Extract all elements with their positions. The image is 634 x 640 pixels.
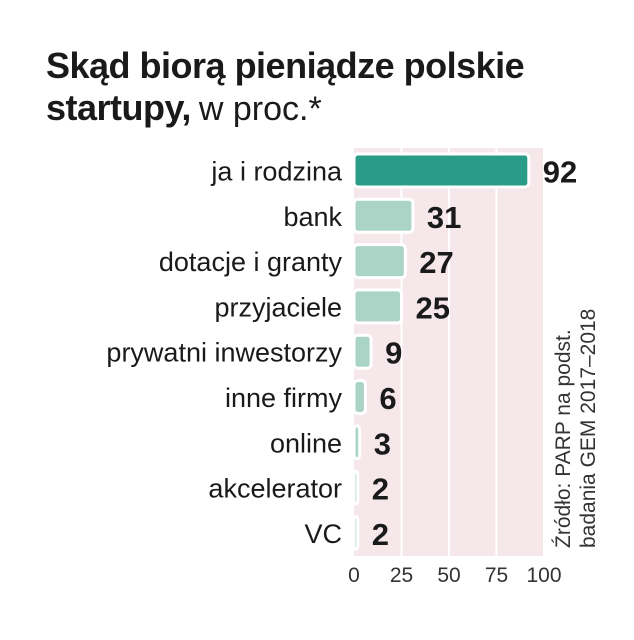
x-tick-label-75: 75 <box>485 564 508 587</box>
value-label-6: 6 <box>379 381 396 416</box>
bar-8 <box>352 469 360 506</box>
bar-3 <box>352 243 407 280</box>
category-label-1: ja i rodzina <box>210 157 343 187</box>
chart-title-startupy: startupy, <box>46 87 191 128</box>
category-label-7: online <box>270 428 342 458</box>
category-label-6: inne firmy <box>225 383 343 413</box>
value-label-5: 9 <box>385 336 402 371</box>
bar-7 <box>352 424 362 461</box>
value-label-1: 92 <box>543 155 577 190</box>
chart-subtitle: w proc.* <box>198 90 322 128</box>
source-note-line-1: Źródło: PARP na podst. <box>552 329 575 548</box>
category-label-4: przyjaciele <box>214 292 342 322</box>
x-tick-label-25: 25 <box>390 564 413 587</box>
source-note-line-2: badania GEM 2017–2018 <box>577 309 600 548</box>
bar-2 <box>352 197 415 234</box>
category-labels: ja i rodzina bank dotacje i granty przyjaci… <box>106 157 343 549</box>
category-label-9: VC <box>304 519 342 549</box>
value-labels: 92 31 27 25 9 6 3 2 2 <box>372 155 577 552</box>
category-label-2: bank <box>283 202 342 232</box>
bar-9 <box>352 514 360 551</box>
x-tick-label-0: 0 <box>348 564 360 587</box>
value-label-9: 2 <box>372 517 389 552</box>
bar-1 <box>352 152 531 189</box>
value-label-2: 31 <box>427 200 461 235</box>
bar-4 <box>352 288 403 325</box>
value-label-4: 25 <box>416 290 450 325</box>
chart-title-line-2: startupy, w proc.* <box>46 87 322 128</box>
category-label-8: akcelerator <box>208 474 342 504</box>
x-axis-ticks: 0 25 50 75 100 <box>348 564 561 587</box>
bar-6 <box>352 379 367 415</box>
bar-5 <box>352 333 373 370</box>
value-label-8: 2 <box>372 472 389 507</box>
value-label-3: 27 <box>419 245 453 280</box>
x-tick-label-100: 100 <box>526 564 561 587</box>
value-label-7: 3 <box>374 426 391 461</box>
x-tick-label-50: 50 <box>437 564 460 587</box>
category-label-5: prywatni inwestorzy <box>106 338 342 368</box>
category-label-3: dotacje i granty <box>159 247 343 277</box>
bars <box>352 152 531 551</box>
chart-title-line-1: Skąd biorą pieniądze polskie <box>46 45 524 86</box>
